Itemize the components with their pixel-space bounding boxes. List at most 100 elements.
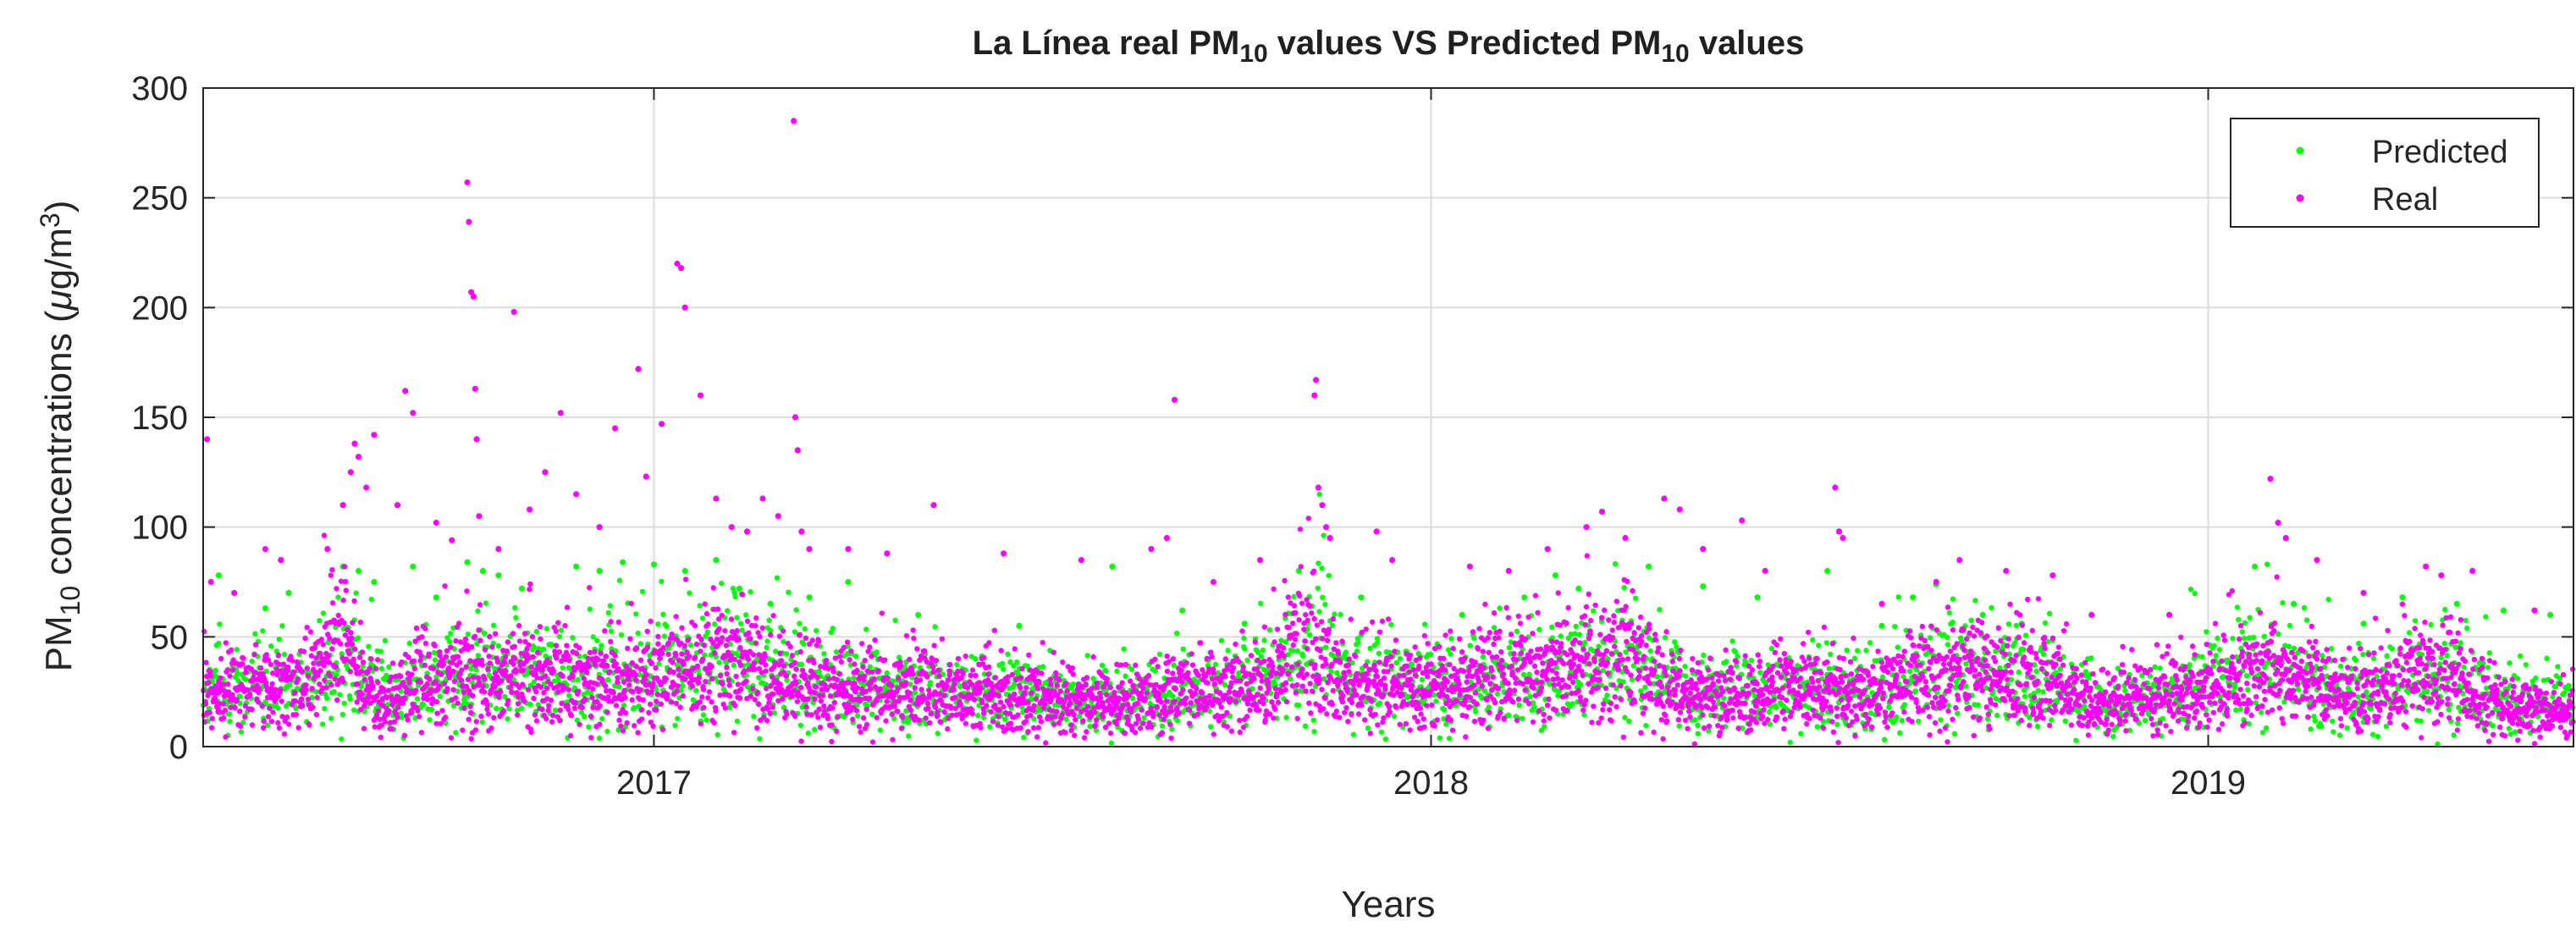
data-point	[256, 687, 262, 692]
data-point	[889, 682, 895, 688]
data-point	[331, 689, 337, 695]
data-point	[604, 728, 610, 735]
data-point	[1944, 642, 1951, 648]
data-point	[400, 680, 406, 686]
data-point	[470, 692, 476, 699]
data-point	[757, 634, 763, 640]
data-point	[1326, 572, 1332, 579]
data-point	[692, 654, 698, 660]
data-point	[526, 642, 532, 648]
data-point	[455, 688, 461, 694]
data-point	[2424, 688, 2430, 695]
data-point	[451, 678, 458, 685]
data-point	[841, 644, 847, 651]
data-point	[813, 684, 819, 690]
data-point	[656, 660, 662, 667]
data-point	[389, 726, 394, 732]
data-point	[1322, 601, 1328, 608]
data-point	[1506, 644, 1513, 651]
data-point	[1754, 594, 1761, 601]
data-point	[803, 635, 809, 642]
data-point	[491, 622, 497, 628]
data-point	[654, 698, 659, 704]
data-point	[512, 604, 518, 611]
data-point	[625, 645, 631, 652]
data-point	[222, 707, 229, 714]
data-point	[1527, 693, 1533, 700]
data-point	[897, 663, 904, 669]
data-point	[2451, 732, 2457, 738]
data-point	[988, 709, 994, 715]
data-point	[536, 659, 543, 666]
data-point	[215, 572, 222, 579]
data-point	[858, 697, 864, 703]
data-point	[2258, 709, 2264, 715]
data-point	[911, 636, 917, 642]
data-point	[313, 689, 319, 695]
data-point	[2360, 620, 2367, 627]
data-point	[621, 679, 627, 685]
data-point	[1322, 644, 1329, 650]
data-point	[665, 692, 670, 698]
data-point	[329, 566, 335, 573]
data-point	[689, 683, 696, 689]
data-point	[764, 706, 770, 712]
data-point	[910, 627, 916, 633]
data-point	[1405, 693, 1412, 699]
data-point	[703, 679, 709, 685]
data-point	[495, 642, 501, 649]
data-point	[579, 704, 586, 710]
data-point	[327, 673, 334, 679]
data-point	[2441, 641, 2447, 647]
data-point	[2375, 733, 2381, 740]
data-point	[1844, 648, 1850, 654]
data-point	[806, 594, 813, 601]
data-point	[692, 622, 698, 629]
data-point	[829, 738, 835, 745]
data-point	[436, 683, 442, 689]
data-point	[753, 623, 758, 629]
data-point	[2453, 600, 2460, 608]
data-point	[1448, 636, 1454, 642]
data-point	[223, 734, 229, 740]
data-point	[896, 676, 902, 681]
data-point	[1944, 634, 1950, 641]
data-point	[1968, 617, 1974, 624]
data-point	[2485, 665, 2491, 670]
data-point	[2261, 633, 2267, 639]
data-point	[946, 677, 952, 683]
data-point	[325, 653, 332, 659]
data-point	[844, 639, 851, 645]
data-point	[722, 705, 729, 711]
data-point	[1757, 670, 1763, 676]
data-point	[726, 682, 732, 688]
data-point	[753, 640, 759, 647]
data-point	[925, 705, 931, 712]
data-point	[298, 696, 305, 702]
data-point	[443, 714, 449, 720]
data-point	[594, 637, 600, 643]
data-point	[770, 691, 776, 698]
data-point	[2483, 614, 2489, 620]
data-point	[1676, 723, 1682, 729]
data-point	[506, 706, 512, 712]
data-point	[418, 653, 424, 659]
data-point	[249, 706, 255, 713]
data-point	[935, 731, 940, 736]
data-point	[677, 704, 683, 710]
data-point	[777, 650, 783, 656]
data-point	[952, 681, 957, 687]
data-point	[224, 667, 231, 673]
data-point	[754, 725, 760, 731]
data-point	[793, 607, 799, 613]
data-point	[968, 706, 974, 712]
data-point	[1391, 713, 1398, 720]
data-point	[1081, 701, 1088, 707]
data-point	[332, 676, 338, 682]
data-point	[475, 653, 482, 659]
data-point	[703, 610, 710, 617]
data-point	[951, 687, 957, 692]
data-point	[1701, 652, 1707, 659]
data-point	[300, 703, 306, 709]
